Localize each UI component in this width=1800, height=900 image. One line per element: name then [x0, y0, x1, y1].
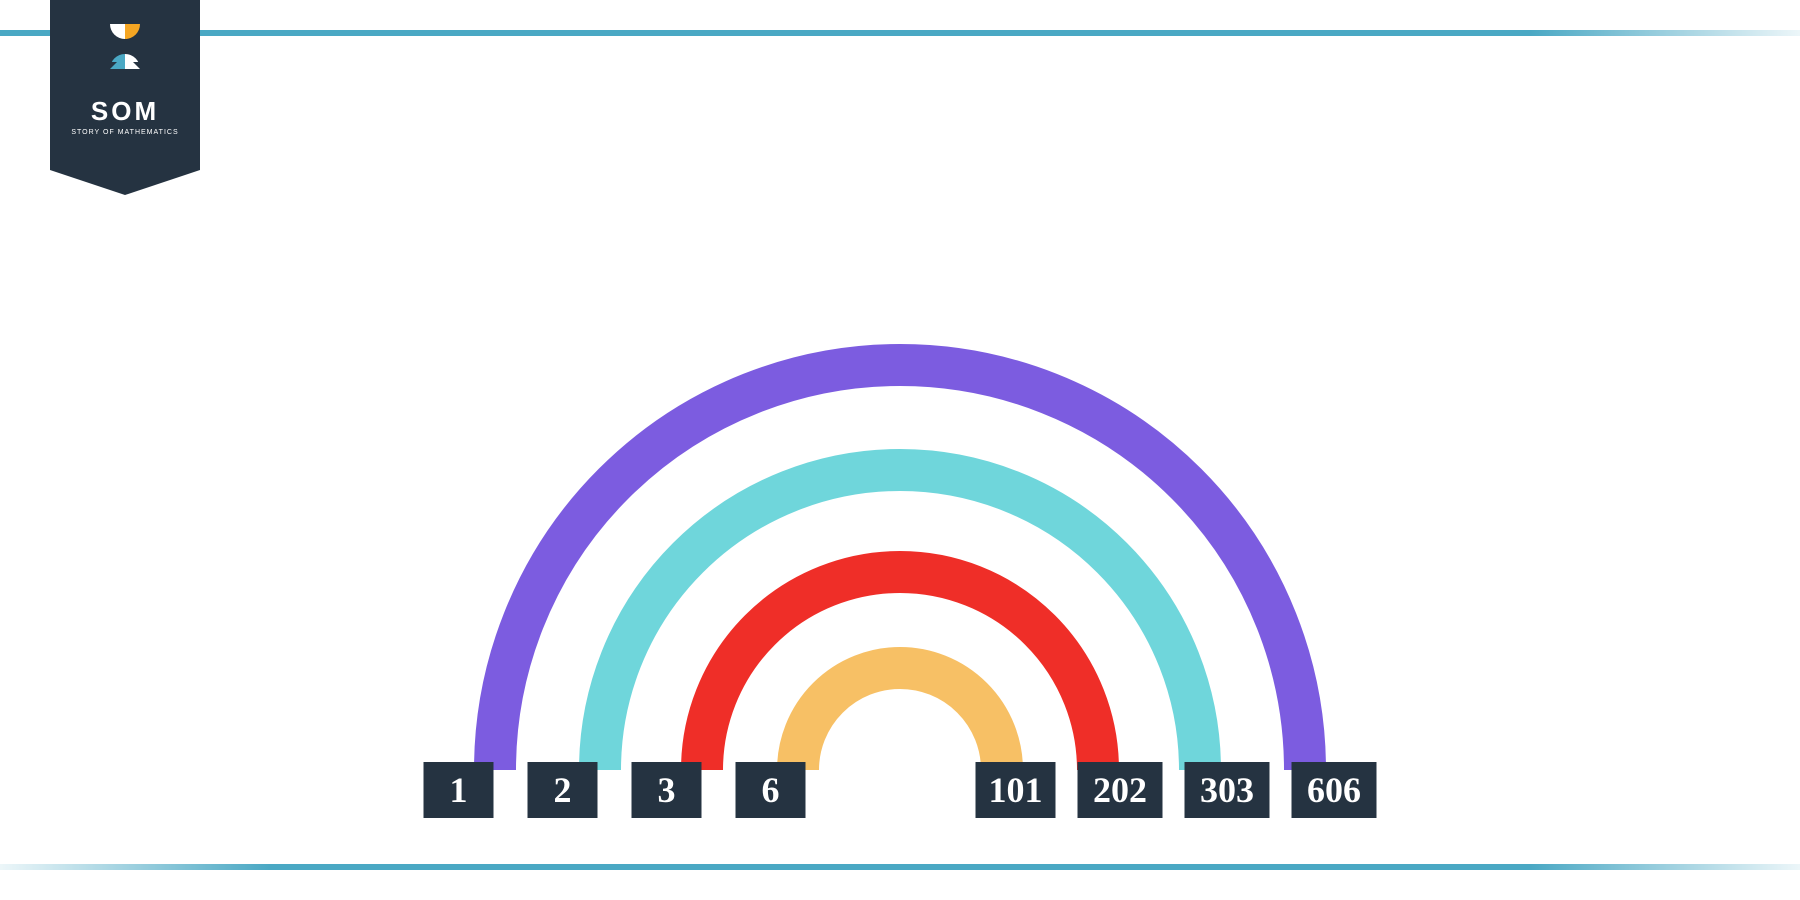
factor-label-1: 1: [424, 762, 494, 818]
logo-badge: SOM STORY OF MATHEMATICS: [50, 0, 200, 170]
bottom-accent-bar: [0, 864, 1800, 870]
logo-subtitle: STORY OF MATHEMATICS: [71, 129, 178, 136]
factor-label-2: 2: [528, 762, 598, 818]
logo-icon: [95, 24, 155, 84]
factor-label-6: 6: [736, 762, 806, 818]
logo-title: SOM: [91, 96, 159, 127]
factor-rainbow-diagram: [450, 250, 1350, 770]
top-accent-bar: [0, 30, 1800, 36]
factor-label-202: 202: [1078, 762, 1163, 818]
factor-label-303: 303: [1185, 762, 1270, 818]
factor-label-101: 101: [976, 762, 1056, 818]
center-gap: [806, 762, 976, 818]
factor-label-606: 606: [1292, 762, 1377, 818]
factor-label-3: 3: [632, 762, 702, 818]
factor-label-row: 1236 101 202 303 606: [424, 762, 1377, 818]
arc-6-101: [798, 668, 1002, 770]
